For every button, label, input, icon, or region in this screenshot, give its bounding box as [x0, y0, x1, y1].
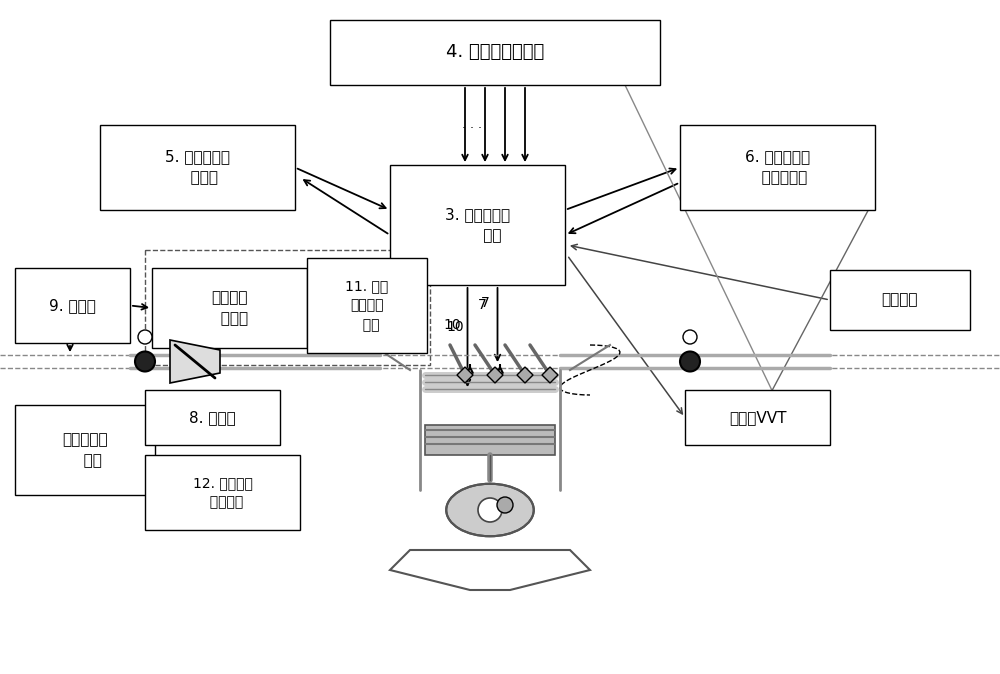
Bar	[100, 125, 295, 210]
Polygon shape	[517, 367, 533, 383]
Circle shape	[138, 330, 152, 344]
Text: 10: 10	[447, 320, 464, 334]
Bar	[15, 405, 155, 495]
Text: 5. 进气回流估
   计单元: 5. 进气回流估 计单元	[165, 150, 230, 185]
Text: 进排气VVT: 进排气VVT	[729, 410, 786, 425]
Text: 12. 空燃比反
  馈控制器: 12. 空燃比反 馈控制器	[193, 476, 252, 510]
Circle shape	[478, 498, 502, 522]
Polygon shape	[457, 367, 473, 383]
Text: 4. 常规传感器套件: 4. 常规传感器套件	[446, 44, 544, 61]
Circle shape	[683, 330, 697, 344]
Text: 11. 空燃
比前馈控
  制器: 11. 空燃 比前馈控 制器	[345, 279, 389, 332]
Bar	[15, 268, 130, 343]
Circle shape	[680, 352, 700, 371]
Bar	[680, 125, 875, 210]
Polygon shape	[542, 367, 558, 383]
Text: 3. 发动机控制
      单元: 3. 发动机控制 单元	[445, 207, 510, 243]
Bar	[145, 250, 430, 365]
Text: 7: 7	[478, 298, 487, 312]
Ellipse shape	[446, 484, 534, 537]
Text: 8. 喷油器: 8. 喷油器	[189, 410, 236, 425]
Bar	[145, 455, 300, 530]
Bar	[830, 270, 970, 330]
Text: . . .: . . .	[462, 119, 482, 131]
Polygon shape	[487, 367, 503, 383]
Bar	[685, 390, 830, 445]
Circle shape	[497, 497, 513, 513]
Circle shape	[135, 352, 155, 371]
Bar	[307, 258, 427, 353]
Bar	[145, 390, 280, 445]
Bar	[390, 165, 565, 285]
Text: 9. 节气门: 9. 节气门	[49, 298, 96, 313]
Bar	[330, 20, 660, 85]
Bar	[152, 268, 307, 348]
Text: 氧传感器: 氧传感器	[882, 293, 918, 307]
Text: 6. 缸内残余废
   气估计单元: 6. 缸内残余废 气估计单元	[745, 150, 810, 185]
Text: 节气门位
  置信号: 节气门位 置信号	[211, 290, 248, 326]
Text: 质量流量传
   感器: 质量流量传 感器	[62, 432, 108, 468]
Text: 10: 10	[444, 318, 461, 332]
Bar	[425, 425, 555, 455]
Text: 7: 7	[481, 296, 490, 310]
Polygon shape	[170, 340, 220, 383]
